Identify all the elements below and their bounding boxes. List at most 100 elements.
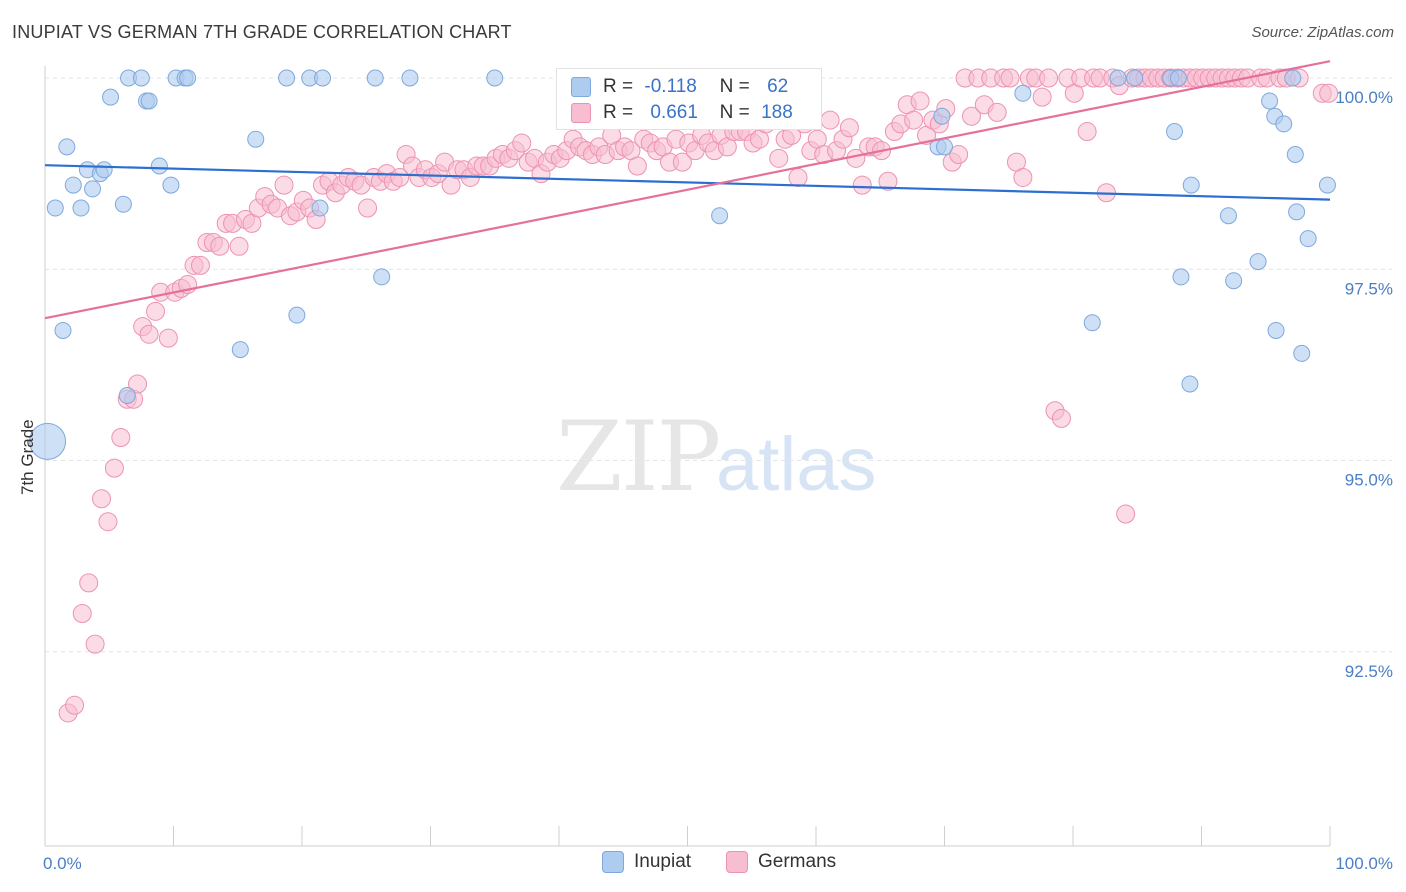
germans-swatch bbox=[571, 102, 591, 123]
germans-point bbox=[788, 167, 808, 187]
germans-point bbox=[852, 175, 872, 195]
germans-point bbox=[72, 604, 92, 623]
germans-point bbox=[190, 255, 210, 275]
inupiat-point bbox=[29, 422, 67, 460]
source-label[interactable]: Source: ZipAtlas.com bbox=[1251, 24, 1394, 41]
y-tick-label: 100.0% bbox=[1335, 88, 1393, 107]
germans-point bbox=[146, 301, 166, 321]
bottom-legend-germans[interactable]: Germans bbox=[726, 851, 836, 873]
inupiat-point bbox=[401, 69, 419, 87]
chart-title: INUPIAT VS GERMAN 7TH GRADE CORRELATION … bbox=[12, 22, 512, 42]
y-tick-label: 95.0% bbox=[1345, 471, 1393, 490]
inupiat-point bbox=[1261, 92, 1279, 110]
inupiat-point bbox=[140, 92, 158, 110]
inupiat-point bbox=[1172, 268, 1190, 286]
inupiat-point bbox=[1249, 253, 1267, 271]
germans-point bbox=[627, 156, 647, 176]
inupiat-point bbox=[1267, 321, 1285, 339]
x-tick-label: 0.0% bbox=[43, 854, 82, 873]
tick-labels: 100.0% 97.5% 95.0% 92.5% 0.0% 100.0% bbox=[43, 88, 1393, 873]
y-tick-label: 97.5% bbox=[1345, 279, 1393, 298]
germans-point bbox=[878, 171, 898, 191]
germans-point bbox=[92, 489, 112, 509]
germans-point bbox=[904, 110, 924, 130]
inupiat-point bbox=[1166, 123, 1184, 141]
germans-point bbox=[1077, 122, 1097, 142]
watermark-atlas: atlas bbox=[716, 422, 877, 507]
inupiat-point bbox=[132, 69, 150, 87]
inupiat-swatch bbox=[571, 76, 591, 97]
inupiat-n-value: 62 bbox=[767, 76, 789, 97]
inupiat-legend-label: Inupiat bbox=[634, 851, 692, 873]
germans-legend-label: Germans bbox=[758, 851, 837, 873]
inupiat-point bbox=[936, 138, 953, 156]
inupiat-r-label: R = bbox=[603, 76, 634, 97]
inupiat-point bbox=[1182, 176, 1200, 194]
germans-point bbox=[949, 145, 969, 164]
germans-point bbox=[839, 118, 859, 138]
germans-point bbox=[1013, 167, 1033, 187]
germans-point bbox=[65, 695, 85, 715]
inupiat-point bbox=[373, 268, 391, 286]
inupiat-point bbox=[314, 69, 332, 87]
germans-point bbox=[961, 106, 981, 126]
legend-row-germans: R = 0.661 N = 188 bbox=[571, 102, 793, 128]
germans-n-value: 188 bbox=[761, 102, 793, 123]
inupiat-point bbox=[933, 107, 951, 125]
inupiat-point bbox=[1288, 203, 1306, 221]
germans-point bbox=[987, 102, 1007, 122]
germans-point bbox=[820, 110, 840, 130]
inupiat-trend-line bbox=[44, 164, 1331, 201]
watermark: ZIP atlas bbox=[556, 401, 877, 513]
germans-point bbox=[1116, 504, 1136, 524]
inupiat-point bbox=[150, 157, 168, 175]
inupiat-point bbox=[1275, 115, 1293, 133]
germans-point bbox=[210, 236, 230, 256]
inupiat-point bbox=[84, 180, 102, 198]
germans-point bbox=[98, 512, 118, 532]
inupiat-point bbox=[278, 69, 296, 87]
y-tick-label: 92.5% bbox=[1345, 662, 1393, 681]
inupiat-n-label: N = bbox=[719, 76, 750, 97]
inupiat-point bbox=[58, 138, 76, 156]
inupiat-point bbox=[1286, 146, 1304, 163]
germans-r-label: R = bbox=[603, 102, 634, 123]
germans-point bbox=[85, 634, 105, 654]
inupiat-point bbox=[231, 341, 249, 359]
inupiat-point bbox=[1318, 176, 1336, 194]
germans-legend-swatch bbox=[726, 851, 748, 873]
germans-point bbox=[910, 91, 930, 111]
germans-point bbox=[512, 133, 532, 153]
germans-points bbox=[58, 68, 1339, 723]
gridlines bbox=[45, 77, 1392, 653]
germans-point bbox=[1039, 68, 1059, 88]
inupiat-point bbox=[1014, 84, 1032, 102]
y-axis-label: 7th Grade bbox=[18, 419, 37, 495]
inupiat-legend-swatch bbox=[602, 851, 624, 873]
germans-point bbox=[158, 328, 178, 348]
germans-point bbox=[1051, 408, 1071, 428]
inupiat-point bbox=[1284, 69, 1302, 87]
inupiat-point bbox=[1083, 314, 1101, 332]
germans-point bbox=[358, 198, 378, 218]
trend-lines bbox=[44, 60, 1331, 320]
inupiat-point bbox=[1219, 207, 1237, 225]
bottom-legend-inupiat[interactable]: Inupiat bbox=[602, 851, 691, 873]
germans-point bbox=[111, 428, 131, 448]
inupiat-point bbox=[1126, 69, 1144, 87]
inupiat-point bbox=[95, 161, 113, 179]
inupiat-point bbox=[288, 306, 306, 324]
germans-point bbox=[79, 573, 99, 593]
germans-point bbox=[104, 458, 124, 478]
inupiat-point bbox=[114, 195, 132, 213]
x-tick-label: 100.0% bbox=[1335, 854, 1393, 873]
inupiat-point bbox=[1225, 272, 1243, 290]
inupiat-point bbox=[1181, 375, 1199, 393]
inupiat-point bbox=[486, 69, 504, 87]
inupiat-point bbox=[46, 199, 64, 217]
germans-n-label: N = bbox=[719, 102, 750, 123]
inupiat-point bbox=[102, 88, 120, 106]
inupiat-point bbox=[311, 199, 329, 217]
germans-point bbox=[139, 324, 159, 344]
